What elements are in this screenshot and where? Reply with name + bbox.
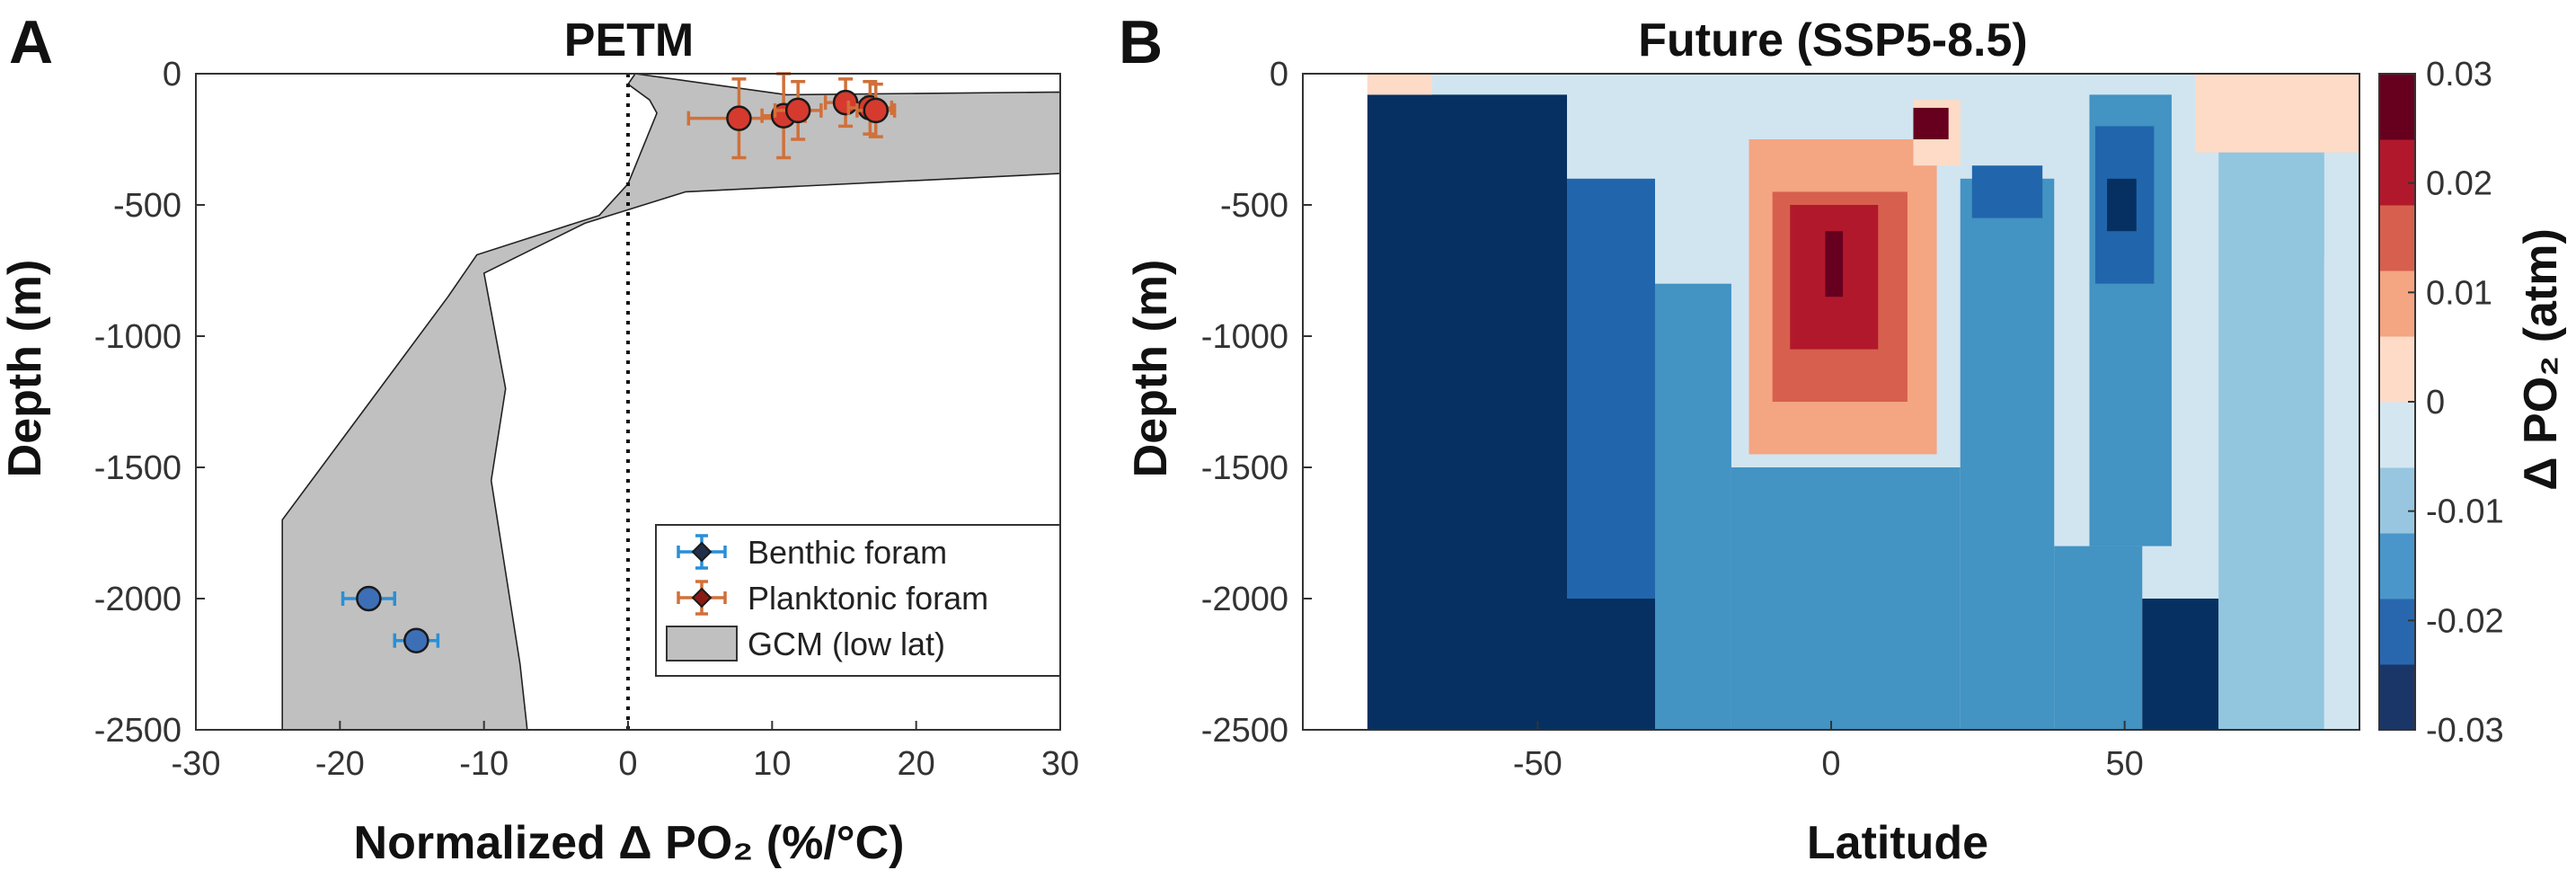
heatmap-region	[2054, 546, 2143, 730]
planktonic-foram-point	[773, 80, 823, 141]
colorbar-segment	[2379, 533, 2415, 599]
benthic-foram-point	[341, 585, 397, 612]
colorbar-segment	[2379, 336, 2415, 403]
colorbar-tick-label: -0.03	[2426, 712, 2504, 750]
heatmap-region	[2107, 178, 2137, 232]
planktonic-foram-point	[855, 82, 897, 138]
y-tick-label: -1500	[1201, 449, 1288, 487]
colorbar-segment	[2379, 599, 2415, 665]
panel-a-y-ticks: 0 -500 -1000 -1500 -2000 -2500	[94, 56, 205, 750]
colorbar-tick-label: 0	[2426, 384, 2445, 422]
heatmap-region	[1367, 74, 1432, 95]
heatmap-region	[2218, 94, 2324, 731]
panel-a: A PETM -30 -20 -10 0 10 20 30 0 -500 -1000 -1500 -…	[0, 8, 1079, 869]
panel-b: B Future (SSP5-8.5) -50 0 50 0-500-1000-15…	[1119, 8, 2567, 869]
heatmap-region	[2195, 74, 2359, 153]
y-tick-label: -2000	[1201, 581, 1288, 618]
y-tick-label: -2500	[94, 712, 181, 750]
colorbar-label: Δ PO₂ (atm)	[2515, 228, 2567, 491]
panel-a-x-axis-label: Normalized Δ PO₂ (%/°C)	[354, 817, 905, 869]
colorbar-tick-label: -0.01	[2426, 493, 2504, 531]
heatmap-region	[1731, 467, 1961, 730]
x-tick-label: 10	[753, 745, 791, 783]
colorbar-ticks: 0.03 0.02 0.01 0 -0.01 -0.02 -0.03	[2408, 56, 2504, 750]
foram-points	[341, 72, 897, 653]
x-tick-label: 0	[618, 745, 637, 783]
x-tick-label: -50	[1513, 745, 1562, 783]
legend-planktonic-marker	[677, 580, 727, 616]
panel-b-x-ticks: -50 0 50	[1513, 721, 2144, 783]
gcm-envelope-area	[281, 73, 1061, 731]
colorbar-segment	[2379, 74, 2415, 140]
y-tick-label: -1000	[1201, 318, 1288, 356]
heatmap-region	[1655, 94, 1731, 284]
panel-b-x-axis-label: Latitude	[1807, 817, 1988, 869]
legend-item-gcm: GCM (low lat)	[666, 626, 945, 662]
heatmap	[1303, 74, 2359, 731]
x-tick-label: -10	[459, 745, 509, 783]
x-tick-label: 0	[1821, 745, 1840, 783]
panel-a-y-axis-label: Depth (m)	[0, 260, 51, 478]
legend-gcm-swatch	[666, 626, 738, 662]
x-tick-label: 50	[2106, 745, 2144, 783]
colorbar-segment	[2379, 205, 2415, 271]
panel-b-y-ticks: 0 -500 -1000 -1500 -2000 -2500	[1201, 56, 1312, 750]
panel-b-y-axis-label: Depth (m)	[1125, 260, 1177, 478]
heatmap-region	[1971, 165, 2043, 218]
benthic-foram-point	[393, 627, 440, 653]
y-tick-label: -1000	[94, 318, 181, 356]
heatmap-region	[1567, 178, 1655, 599]
x-tick-label: -30	[172, 745, 221, 783]
colorbar-segment	[2379, 467, 2415, 534]
colorbar-tick-label: 0.01	[2426, 274, 2492, 312]
heatmap-region	[1655, 283, 1731, 730]
heatmap-region	[1567, 599, 1655, 730]
colorbar-tick-label: 0.02	[2426, 165, 2492, 203]
panel-b-title: Future (SSP5-8.5)	[1638, 14, 2027, 67]
y-tick-label: -2000	[94, 581, 181, 618]
colorbar-segment	[2379, 402, 2415, 468]
y-tick-label: -500	[113, 187, 181, 225]
legend-item-planktonic: Planktonic foram	[677, 580, 988, 617]
heatmap-region	[1825, 231, 1844, 297]
x-tick-label: 30	[1041, 745, 1079, 783]
y-tick-label: -500	[1220, 187, 1288, 225]
panel-a-title: PETM	[564, 14, 694, 67]
x-tick-label: 20	[898, 745, 935, 783]
heatmap-region	[1367, 94, 1567, 731]
colorbar	[2378, 73, 2416, 731]
colorbar-segment	[2379, 271, 2415, 337]
legend-item-benthic: Benthic foram	[677, 534, 947, 571]
y-tick-label: -1500	[94, 449, 181, 487]
heatmap-region	[1913, 107, 1949, 139]
x-tick-label: -20	[315, 745, 365, 783]
heatmap-region	[1303, 74, 1368, 730]
panel-b-letter: B	[1119, 8, 1163, 76]
planktonic-foram-point	[823, 77, 868, 129]
heatmap-region	[2142, 599, 2219, 730]
panel-a-legend: Benthic foram Planktonic foram GCM (low …	[655, 524, 1061, 677]
legend-planktonic-label: Planktonic foram	[748, 580, 988, 617]
colorbar-tick-label: 0.03	[2426, 56, 2492, 93]
colorbar-segment	[2379, 664, 2415, 731]
gcm-envelope	[281, 73, 1061, 731]
legend-benthic-label: Benthic foram	[748, 534, 947, 571]
panel-a-x-ticks: -30 -20 -10 0 10 20 30	[172, 721, 1079, 783]
y-tick-label: 0	[163, 56, 181, 93]
heatmap-region	[2324, 257, 2359, 730]
y-tick-label: -2500	[1201, 712, 1288, 750]
panel-a-letter: A	[9, 8, 53, 76]
y-tick-label: 0	[1270, 56, 1288, 93]
legend-gcm-label: GCM (low lat)	[748, 626, 945, 662]
legend-benthic-marker	[677, 534, 727, 570]
heatmap-region	[1960, 178, 2055, 731]
colorbar-tick-label: -0.02	[2426, 602, 2504, 640]
colorbar-segment	[2379, 139, 2415, 206]
